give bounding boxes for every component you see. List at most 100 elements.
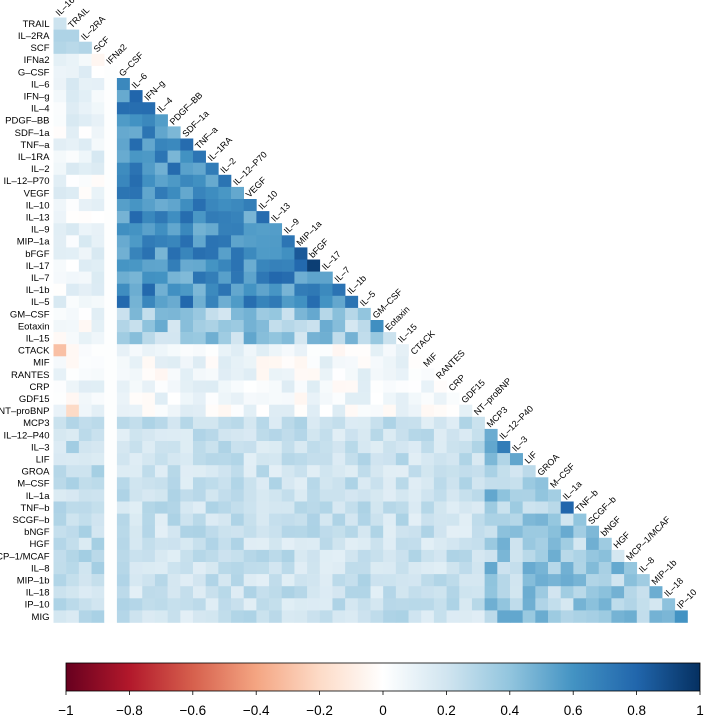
heatmap-cell bbox=[256, 489, 270, 502]
heatmap-cell bbox=[433, 586, 447, 599]
heatmap-cell bbox=[332, 574, 346, 587]
heatmap-cell bbox=[294, 586, 308, 599]
heatmap-cell bbox=[154, 344, 168, 357]
heatmap-cell bbox=[104, 356, 118, 369]
heatmap-cell bbox=[649, 610, 663, 623]
heatmap-cell bbox=[104, 295, 118, 309]
heatmap-cell bbox=[78, 356, 92, 369]
heatmap-cell bbox=[192, 586, 206, 599]
heatmap-cell bbox=[281, 344, 295, 357]
heatmap-cell bbox=[91, 477, 105, 490]
row-label: G–CSF bbox=[18, 67, 50, 78]
heatmap-cell bbox=[104, 186, 118, 200]
heatmap-cell bbox=[91, 78, 105, 91]
heatmap-cell bbox=[395, 501, 409, 514]
row-label: M–CSF bbox=[17, 479, 49, 490]
heatmap-cell bbox=[611, 549, 625, 563]
heatmap-cell bbox=[91, 598, 105, 611]
heatmap-cell bbox=[167, 138, 181, 151]
heatmap-cell bbox=[509, 574, 523, 587]
heatmap-cell bbox=[78, 53, 92, 67]
column-label: IL–1a bbox=[561, 479, 584, 502]
heatmap-cell bbox=[167, 441, 181, 454]
row-label: IL–9 bbox=[31, 225, 50, 236]
heatmap-cell bbox=[218, 235, 232, 248]
row-label: IL–1RA bbox=[18, 152, 50, 163]
heatmap-cell bbox=[433, 380, 447, 393]
heatmap-cell bbox=[307, 283, 321, 297]
heatmap-cell bbox=[332, 295, 346, 309]
heatmap-cell bbox=[167, 368, 181, 381]
heatmap-cell bbox=[205, 259, 219, 272]
heatmap-cell bbox=[53, 90, 67, 103]
heatmap-cell bbox=[256, 598, 270, 611]
heatmap-cell bbox=[522, 525, 536, 539]
row-label: MIG bbox=[32, 612, 50, 623]
row-label: GDF15 bbox=[19, 394, 50, 405]
heatmap-cell bbox=[522, 574, 536, 587]
heatmap-cell bbox=[167, 453, 181, 466]
heatmap-cell bbox=[142, 549, 156, 563]
heatmap-cell bbox=[142, 174, 156, 188]
heatmap-cell bbox=[192, 174, 206, 188]
heatmap-cell bbox=[167, 223, 181, 236]
heatmap-cell bbox=[294, 537, 308, 551]
heatmap-cell bbox=[142, 441, 156, 454]
heatmap-cell bbox=[231, 586, 244, 599]
heatmap-cell bbox=[129, 356, 143, 369]
heatmap-cell bbox=[231, 501, 244, 514]
heatmap-cell bbox=[471, 610, 485, 623]
heatmap-cell bbox=[319, 501, 333, 514]
heatmap-cell bbox=[294, 332, 308, 345]
heatmap-cell bbox=[116, 380, 130, 393]
heatmap-cell bbox=[192, 598, 206, 611]
heatmap-cell bbox=[104, 114, 118, 127]
heatmap-cell bbox=[281, 307, 295, 321]
heatmap-cell bbox=[269, 549, 283, 563]
heatmap-cell bbox=[408, 537, 422, 551]
heatmap-cell bbox=[281, 586, 295, 599]
heatmap-cell bbox=[497, 513, 511, 526]
heatmap-cell bbox=[116, 126, 130, 139]
heatmap-cell bbox=[231, 574, 244, 587]
heatmap-cell bbox=[370, 404, 384, 418]
heatmap-cell bbox=[345, 295, 359, 309]
heatmap-cells bbox=[53, 17, 688, 623]
heatmap-cell bbox=[281, 441, 295, 454]
heatmap-cell bbox=[78, 235, 92, 248]
heatmap-cell bbox=[522, 562, 536, 575]
heatmap-cell bbox=[78, 162, 92, 176]
heatmap-cell bbox=[180, 174, 194, 188]
heatmap-cell bbox=[218, 247, 232, 260]
heatmap-cell bbox=[446, 574, 460, 587]
heatmap-cell bbox=[192, 465, 206, 478]
heatmap-cell bbox=[370, 380, 384, 393]
row-label: TRAIL bbox=[23, 19, 50, 30]
heatmap-cell bbox=[66, 295, 80, 309]
column-label: IL–9 bbox=[282, 216, 301, 235]
heatmap-cell bbox=[370, 344, 384, 357]
heatmap-cell bbox=[269, 428, 283, 442]
heatmap-cell bbox=[104, 283, 118, 297]
heatmap-cell bbox=[104, 211, 118, 224]
row-label: TNF–a bbox=[20, 140, 50, 151]
heatmap-cell bbox=[66, 320, 80, 333]
row-label: MIP–1b bbox=[17, 575, 50, 586]
heatmap-cell bbox=[345, 416, 359, 430]
heatmap-cell bbox=[205, 235, 219, 248]
heatmap-cell bbox=[142, 247, 156, 260]
heatmap-cell bbox=[104, 489, 118, 502]
heatmap-cell bbox=[66, 574, 80, 587]
heatmap-cell bbox=[548, 525, 561, 539]
heatmap-cell bbox=[91, 428, 105, 442]
heatmap-cell bbox=[142, 586, 156, 599]
heatmap-cell bbox=[205, 453, 219, 466]
heatmap-cell bbox=[484, 574, 498, 587]
heatmap-cell bbox=[104, 150, 118, 163]
heatmap-cell bbox=[345, 344, 359, 357]
heatmap-cell bbox=[180, 150, 194, 163]
heatmap-cell bbox=[471, 586, 485, 599]
heatmap-cell bbox=[256, 562, 270, 575]
row-label: IL–18 bbox=[26, 588, 50, 599]
heatmap-cell bbox=[91, 211, 105, 224]
